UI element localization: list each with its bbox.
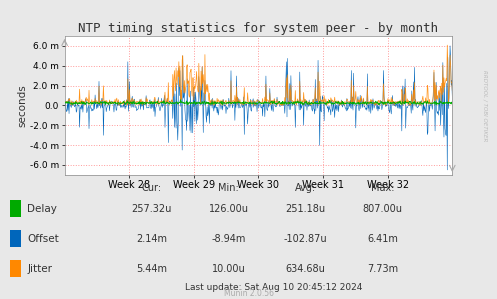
Text: 2.14m: 2.14m <box>136 234 167 244</box>
Text: 7.73m: 7.73m <box>367 264 398 274</box>
Text: 251.18u: 251.18u <box>286 204 326 214</box>
Text: -102.87u: -102.87u <box>284 234 328 244</box>
Text: 10.00u: 10.00u <box>212 264 246 274</box>
Text: Cur:: Cur: <box>142 183 162 193</box>
Text: Delay: Delay <box>27 204 57 214</box>
Text: 634.68u: 634.68u <box>286 264 326 274</box>
Text: 6.41m: 6.41m <box>367 234 398 244</box>
Text: 257.32u: 257.32u <box>131 204 172 214</box>
Text: Offset: Offset <box>27 234 59 244</box>
Text: Avg:: Avg: <box>295 183 316 193</box>
Text: 807.00u: 807.00u <box>363 204 403 214</box>
Text: Munin 2.0.56: Munin 2.0.56 <box>224 289 273 298</box>
Text: 5.44m: 5.44m <box>136 264 167 274</box>
Y-axis label: seconds: seconds <box>17 84 27 127</box>
Text: -8.94m: -8.94m <box>211 234 246 244</box>
Text: RRDTOOL / TOBI OETIKER: RRDTOOL / TOBI OETIKER <box>482 70 487 141</box>
Text: Max:: Max: <box>371 183 395 193</box>
Text: Min:: Min: <box>218 183 239 193</box>
Text: Last update: Sat Aug 10 20:45:12 2024: Last update: Sat Aug 10 20:45:12 2024 <box>185 283 362 292</box>
Text: 126.00u: 126.00u <box>209 204 248 214</box>
Title: NTP timing statistics for system peer - by month: NTP timing statistics for system peer - … <box>79 22 438 35</box>
Text: Jitter: Jitter <box>27 264 52 274</box>
